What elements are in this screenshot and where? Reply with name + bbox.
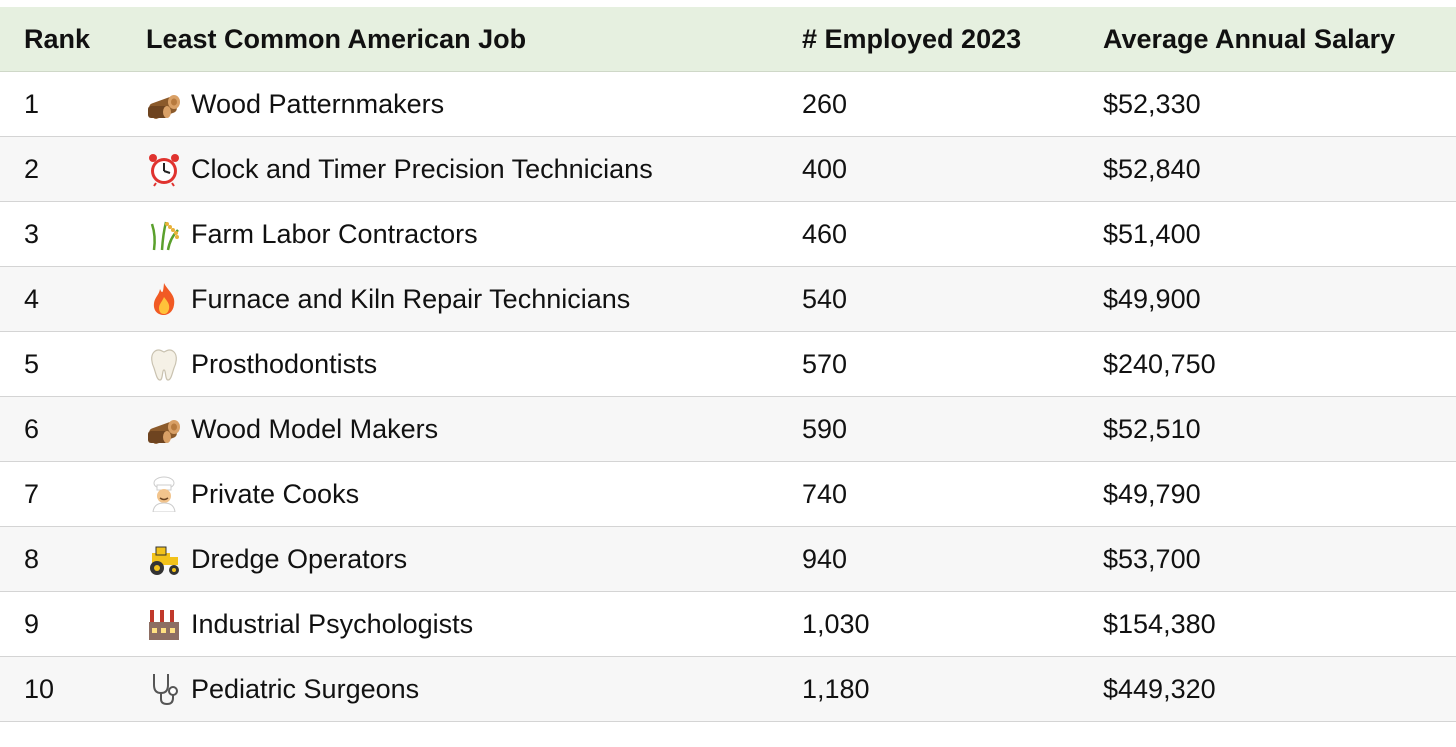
job-title: Industrial Psychologists: [191, 608, 474, 639]
job-title: Wood Model Makers: [191, 413, 439, 444]
salary-cell: $51,400: [1103, 218, 1201, 249]
cook-icon: [146, 476, 182, 512]
rank-cell: 10: [24, 673, 55, 704]
fire-icon: [146, 281, 182, 317]
rank-cell: 4: [24, 283, 40, 314]
employed-cell: 1,180: [802, 673, 870, 704]
header-rank: Rank: [24, 23, 91, 54]
table-row: 1 Wood Patternmakers 260 $52,330: [0, 72, 1456, 137]
employed-cell: 400: [802, 153, 848, 184]
wood-icon: [146, 411, 182, 447]
table-row: 2 Clock and Timer Precision Technicians 40…: [0, 137, 1456, 202]
salary-cell: $49,790: [1103, 478, 1201, 509]
table-body: 1 Wood Patternmakers 260 $52,330 2 Clock and …: [0, 72, 1456, 722]
job-title: Wood Patternmakers: [191, 88, 445, 119]
employed-cell: 940: [802, 543, 848, 574]
job-title: Furnace and Kiln Repair Technicians: [191, 283, 631, 314]
job-cell: Wood Patternmakers: [146, 72, 444, 136]
rank-cell: 1: [24, 88, 40, 119]
rank-cell: 6: [24, 413, 40, 444]
rice-plant-icon: [146, 216, 182, 252]
rank-cell: 9: [24, 608, 40, 639]
tooth-icon: [146, 346, 182, 382]
jobs-table: Rank Least Common American Job # Employe…: [0, 7, 1456, 722]
table-row: 10 Pediatric Surgeons 1,180 $449,320: [0, 657, 1456, 722]
rank-cell: 2: [24, 153, 40, 184]
employed-cell: 740: [802, 478, 848, 509]
rank-cell: 5: [24, 348, 40, 379]
job-cell: Private Cooks: [146, 462, 359, 526]
job-cell: Prosthodontists: [146, 332, 377, 396]
table-row: 4 Furnace and Kiln Repair Technicians 540 $…: [0, 267, 1456, 332]
header-job: Least Common American Job: [146, 23, 527, 54]
job-title: Prosthodontists: [191, 348, 378, 379]
rank-cell: 7: [24, 478, 40, 509]
job-cell: Pediatric Surgeons: [146, 657, 419, 721]
stethoscope-icon: [146, 671, 182, 707]
job-title: Farm Labor Contractors: [191, 218, 478, 249]
header-salary: Average Annual Salary: [1103, 23, 1396, 54]
alarm-clock-icon: [146, 151, 182, 187]
job-cell: Clock and Timer Precision Technicians: [146, 137, 653, 201]
employed-cell: 460: [802, 218, 848, 249]
job-cell: Furnace and Kiln Repair Technicians: [146, 267, 630, 331]
salary-cell: $449,320: [1103, 673, 1216, 704]
salary-cell: $154,380: [1103, 608, 1216, 639]
salary-cell: $53,700: [1103, 543, 1201, 574]
table-header-row: Rank Least Common American Job # Employe…: [0, 7, 1456, 72]
employed-cell: 590: [802, 413, 848, 444]
salary-cell: $52,330: [1103, 88, 1201, 119]
job-title: Dredge Operators: [191, 543, 408, 574]
salary-cell: $52,510: [1103, 413, 1201, 444]
wood-icon: [146, 86, 182, 122]
salary-cell: $49,900: [1103, 283, 1201, 314]
salary-cell: $240,750: [1103, 348, 1216, 379]
employed-cell: 540: [802, 283, 848, 314]
job-cell: Wood Model Makers: [146, 397, 438, 461]
table-row: 3 Farm Labor Contractors 460 $51,400: [0, 202, 1456, 267]
job-title: Private Cooks: [191, 478, 360, 509]
employed-cell: 570: [802, 348, 848, 379]
employed-cell: 1,030: [802, 608, 870, 639]
salary-cell: $52,840: [1103, 153, 1201, 184]
table-row: 7 Private Cooks 740 $49,790: [0, 462, 1456, 527]
job-title: Pediatric Surgeons: [191, 673, 420, 704]
factory-icon: [146, 606, 182, 642]
table-row: 8 Dredge Operators 940 $53,700: [0, 527, 1456, 592]
employed-cell: 260: [802, 88, 848, 119]
job-title: Clock and Timer Precision Technicians: [191, 153, 653, 184]
job-cell: Farm Labor Contractors: [146, 202, 478, 266]
tractor-icon: [146, 541, 182, 577]
rank-cell: 8: [24, 543, 40, 574]
table-row: 9 Industrial Psychologists 1,030 $154,380: [0, 592, 1456, 657]
table-row: 6 Wood Model Makers 590 $52,510: [0, 397, 1456, 462]
header-employed: # Employed 2023: [802, 23, 1022, 54]
job-cell: Industrial Psychologists: [146, 592, 473, 656]
job-cell: Dredge Operators: [146, 527, 407, 591]
table-row: 5 Prosthodontists 570 $240,750: [0, 332, 1456, 397]
rank-cell: 3: [24, 218, 40, 249]
